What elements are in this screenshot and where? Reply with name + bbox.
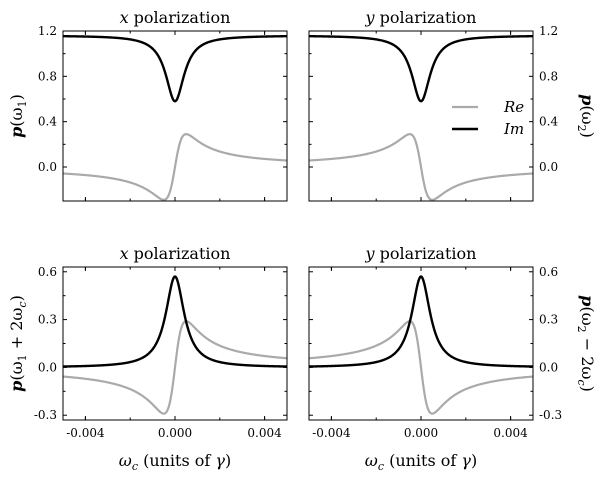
y-tick-label: 0.3 (38, 313, 57, 327)
panel-top-left: 0.0 0.4 0.8 1.2 x polarization p(ω1) (7, 8, 288, 202)
x-tick-label: -0.004 (66, 426, 105, 440)
y-tick-label: 0.0 (539, 160, 558, 174)
y-axis-label: p(ω2 − 2ωc) (575, 295, 597, 392)
x-axis-label: ωc (units of γ) (365, 451, 477, 473)
legend-label-im: Im (503, 120, 524, 138)
panel-bottom-left: -0.3 0.0 0.3 0.6 -0.004 0.000 0.004 x polarizat… (7, 244, 288, 473)
y-tick-label: -0.3 (539, 408, 562, 422)
plot-frame (308, 266, 534, 421)
y-tick-label: 0.0 (38, 160, 57, 174)
x-tick-label: 0.004 (247, 426, 282, 440)
plot-frame (62, 266, 288, 421)
series-im-line (63, 275, 287, 368)
y-tick-label: 0.0 (38, 360, 57, 374)
panel-title: y polarization (365, 244, 477, 263)
series-im-line (63, 34, 287, 103)
x-tick-label: 0.000 (404, 426, 438, 440)
y-tick-label: 0.6 (38, 265, 57, 279)
panel-title: x polarization (120, 244, 231, 263)
panel-title: y polarization (365, 8, 477, 27)
y-tick-label: -0.3 (34, 408, 57, 422)
series-re-line (63, 320, 287, 415)
y-axis-label: p(ω1) (7, 94, 29, 138)
y-tick-label: 0.3 (539, 313, 558, 327)
y-tick-label: 0.6 (539, 265, 558, 279)
y-tick-label: 0.0 (539, 360, 558, 374)
x-tick-label: -0.004 (312, 426, 351, 440)
y-tick-label: 0.8 (539, 69, 558, 83)
y-tick-label: 0.4 (539, 115, 558, 129)
series-re-line (63, 133, 287, 201)
panel-top-right: 0.0 0.4 0.8 1.2 y polarization p(ω2) Re Im (308, 8, 597, 202)
legend: Re Im (452, 98, 524, 138)
y-tick-label: 1.2 (539, 24, 558, 38)
x-tick-label: 0.004 (493, 426, 528, 440)
panel-bottom-right: -0.3 0.0 0.3 0.6 -0.004 0.000 0.004 y polarizat… (308, 244, 597, 473)
y-axis-label: p(ω2) (575, 94, 597, 138)
panel-title: x polarization (120, 8, 231, 27)
y-tick-label: 0.4 (38, 115, 57, 129)
series-re-line (309, 320, 533, 415)
y-axis-label: p(ω1 + 2ωc) (7, 295, 29, 392)
legend-label-re: Re (503, 98, 524, 116)
y-tick-label: 1.2 (38, 24, 57, 38)
series-im-line (309, 34, 533, 103)
y-tick-label: 0.8 (38, 69, 57, 83)
series-re-line (309, 133, 533, 201)
x-axis-label: ωc (units of γ) (119, 451, 231, 473)
x-tick-label: 0.000 (158, 426, 192, 440)
series-im-line (309, 275, 533, 368)
